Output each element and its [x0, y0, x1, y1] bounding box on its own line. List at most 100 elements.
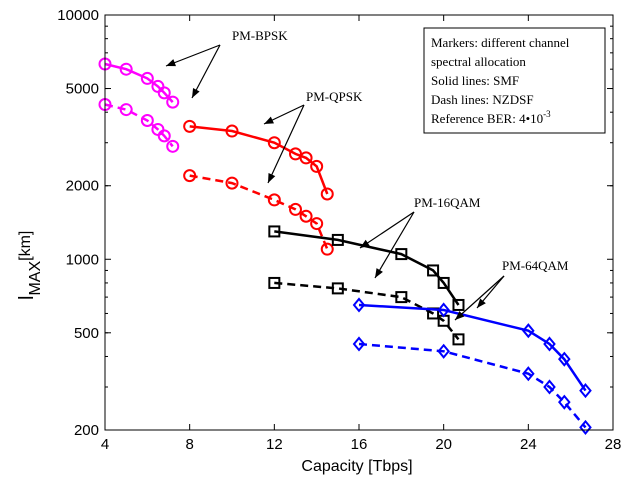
data-point-pm-qpsk-nzdsf	[183, 169, 197, 183]
annotation-arrows	[165, 44, 505, 321]
legend-ber-exponent: -3	[543, 109, 551, 119]
data-point-pm-qpsk-nzdsf	[299, 209, 313, 223]
data-point-pm-64qam-smf	[352, 297, 366, 313]
data-point-pm-bpsk-nzdsf	[157, 129, 171, 143]
data-point-pm-bpsk-smf	[140, 71, 154, 85]
annotation-arrow-line	[359, 211, 415, 249]
data-point-pm-qpsk-smf	[320, 187, 334, 201]
data-point-pm-qpsk-smf	[310, 159, 324, 173]
series-pm-bpsk-nzdsf	[98, 98, 180, 153]
legend-line-ber: Reference BER: 4•10-3	[431, 109, 551, 126]
data-point-pm-64qam-nzdsf	[558, 394, 571, 410]
x-tick-label: 28	[605, 436, 622, 453]
series-line-pm-64qam-smf	[358, 303, 587, 392]
annotation-arrow-head	[192, 88, 200, 98]
annotation-arrow-line	[454, 275, 505, 321]
data-point-pm-16qam-nzdsf	[331, 282, 344, 295]
data-point-pm-64qam-nzdsf	[437, 343, 450, 359]
series-line-pm-qpsk-nzdsf	[189, 174, 329, 250]
series-line-pm-qpsk-smf	[189, 125, 329, 195]
data-point-pm-16qam-smf	[437, 276, 450, 289]
legend-box: Markers: different channel spectral allo…	[423, 27, 606, 134]
data-point-pm-qpsk-smf	[225, 124, 239, 138]
y-axis-label-unit: [km]	[17, 231, 34, 261]
y-tick-label: 2000	[66, 178, 99, 195]
data-point-pm-qpsk-smf	[183, 119, 197, 133]
series-pm-16qam-nzdsf	[268, 276, 465, 346]
series-line-pm-64qam-nzdsf	[358, 342, 587, 429]
series-pm-64qam-nzdsf	[352, 336, 592, 435]
plot-area-frame	[104, 14, 614, 431]
series-layer	[98, 57, 592, 435]
data-point-pm-16qam-smf	[452, 298, 465, 311]
data-point-pm-64qam-nzdsf	[522, 366, 535, 382]
data-point-pm-qpsk-nzdsf	[289, 202, 302, 216]
annotation-pm-qpsk: PM-QPSK	[306, 89, 363, 104]
data-point-pm-64qam-smf	[522, 323, 535, 339]
y-axis-label-sub: MAX	[27, 261, 44, 296]
data-point-pm-16qam-smf	[427, 264, 440, 277]
annotation-arrow-line	[374, 211, 415, 279]
data-point-pm-16qam-nzdsf	[452, 333, 465, 346]
x-tick-label: 12	[266, 436, 283, 453]
x-axis-label: Capacity [Tbps]	[301, 458, 412, 475]
annotation-pm-64qam: PM-64QAM	[502, 258, 569, 273]
y-axis-label: lMAX[km]	[16, 231, 44, 300]
series-line-pm-bpsk-nzdsf	[104, 103, 174, 148]
data-point-pm-qpsk-smf	[267, 136, 281, 150]
data-point-pm-qpsk-nzdsf	[267, 193, 281, 207]
data-point-pm-bpsk-nzdsf	[140, 113, 154, 127]
data-point-pm-16qam-nzdsf	[395, 291, 408, 304]
ticks-layer: 4 8 12 16 20 24 28 200 500 1000 2000 5000 10000	[57, 7, 621, 453]
x-tick-label: 24	[520, 436, 537, 453]
data-point-pm-qpsk-nzdsf	[310, 217, 324, 231]
x-tick-label: 16	[351, 436, 368, 453]
data-point-pm-64qam-smf	[543, 336, 556, 352]
data-point-pm-bpsk-smf	[119, 62, 133, 76]
data-point-pm-qpsk-nzdsf	[225, 176, 239, 190]
legend-line-spectral: spectral allocation	[431, 54, 526, 69]
y-axis-label-main: l	[16, 296, 38, 300]
y-tick-label: 500	[74, 325, 99, 342]
series-pm-qpsk-smf	[183, 119, 334, 201]
legend-ber-text: Reference BER: 4•10	[431, 111, 543, 126]
data-point-pm-64qam-nzdsf	[543, 379, 556, 395]
x-tick-label: 20	[435, 436, 452, 453]
annotation-arrow-head	[264, 116, 274, 124]
annotation-arrow-head	[477, 298, 486, 308]
series-line-pm-16qam-smf	[274, 230, 460, 306]
data-point-pm-qpsk-smf	[299, 151, 313, 165]
annotation-arrow-head	[455, 311, 465, 320]
annotation-arrow-head	[375, 268, 383, 278]
data-point-pm-bpsk-nzdsf	[119, 103, 133, 117]
legend-box-frame	[423, 27, 606, 134]
data-point-pm-64qam-smf	[579, 383, 592, 399]
annotation-arrow-head	[166, 59, 176, 67]
series-pm-qpsk-nzdsf	[183, 169, 334, 256]
annotation-pm-16qam: PM-16QAM	[414, 195, 481, 210]
y-tick-label: 200	[74, 422, 99, 439]
series-pm-16qam-smf	[268, 225, 465, 311]
y-axis-label-text: lMAX[km]	[16, 231, 44, 300]
data-point-pm-16qam-smf	[331, 233, 344, 246]
data-point-pm-64qam-smf	[558, 351, 571, 367]
data-point-pm-16qam-nzdsf	[268, 276, 281, 289]
annotation-arrow-head	[268, 173, 276, 183]
annotation-arrow-line	[267, 104, 305, 184]
annotation-pm-bpsk: PM-BPSK	[232, 28, 288, 43]
annotation-arrow-line	[191, 44, 221, 99]
y-tick-label: 1000	[66, 251, 99, 268]
data-point-pm-qpsk-nzdsf	[320, 242, 334, 256]
legend-line-markers: Markers: different channel	[431, 35, 570, 50]
series-pm-64qam-smf	[352, 297, 592, 399]
data-point-pm-bpsk-smf	[157, 86, 171, 100]
data-point-pm-bpsk-smf	[166, 95, 180, 109]
legend-line-dash: Dash lines: NZDSF	[431, 92, 534, 107]
legend-line-solid: Solid lines: SMF	[431, 73, 519, 88]
x-tick-label: 4	[101, 436, 109, 453]
y-tick-label: 10000	[57, 7, 99, 24]
data-point-pm-64qam-nzdsf	[579, 419, 592, 435]
data-point-pm-16qam-smf	[395, 248, 408, 261]
data-point-pm-bpsk-nzdsf	[166, 139, 180, 153]
